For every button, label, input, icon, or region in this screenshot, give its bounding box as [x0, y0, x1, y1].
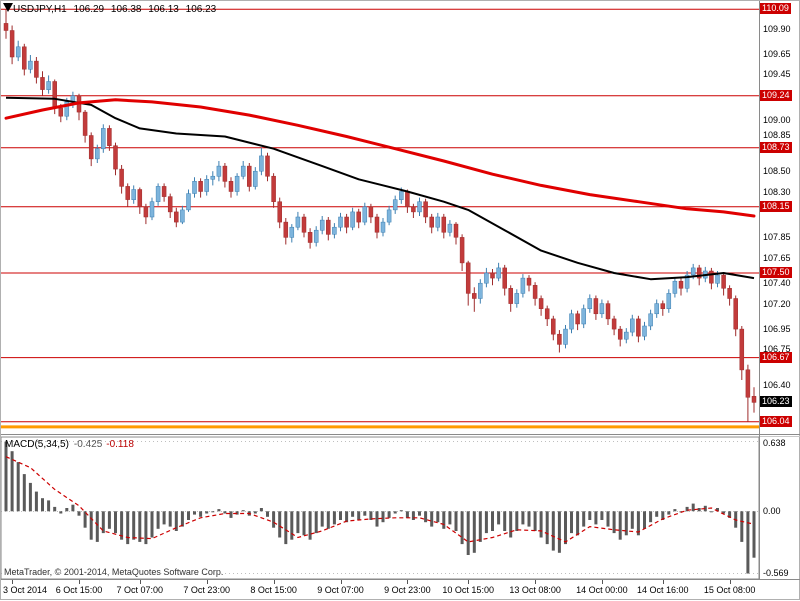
time-axis-label: 6 Oct 15:00: [55, 585, 103, 595]
symbol-timeframe-label: USDJPY,H1: [13, 4, 67, 15]
macd-tick-label: -0.569: [763, 568, 789, 578]
macd-signal-value: -0.118: [106, 439, 134, 450]
time-axis-label: 15 Oct 08:00: [703, 585, 756, 595]
time-axis-tick: [139, 580, 141, 584]
ohlc-open: 106.29: [73, 4, 105, 15]
time-axis-tick: [535, 580, 537, 584]
time-axis-label: 13 Oct 08:00: [509, 585, 561, 595]
macd-indicator-title: MACD(5,34,5) -0.425 -0.118: [5, 439, 134, 450]
macd-indicator-pane[interactable]: [1, 437, 759, 579]
time-axis-label: 3 Oct 2014: [3, 585, 48, 595]
last-price-badge: 106.23: [760, 396, 792, 408]
macd-main-value: -0.425: [73, 439, 103, 450]
time-axis-tick: [729, 580, 731, 584]
macd-label: MACD(5,34,5): [5, 439, 69, 450]
time-axis-label: 7 Oct 07:00: [116, 585, 164, 595]
time-axis-label: 14 Oct 16:00: [637, 585, 689, 595]
price-tick-label: 108.30: [763, 186, 791, 197]
price-level-badge: 108.15: [760, 200, 792, 212]
time-axis-label: 7 Oct 23:00: [183, 585, 230, 595]
time-axis-label: 10 Oct 15:00: [442, 585, 494, 595]
price-level-badge: 106.04: [760, 415, 792, 427]
price-tick-label: 107.20: [763, 298, 791, 309]
price-axis[interactable]: 109.90 109.65 109.45 109.00 108.85 108.50 108.…: [759, 1, 800, 579]
ohlc-close: 106.23: [185, 4, 217, 15]
copyright-notice: MetaTrader, © 2001-2014, MetaQuotes Soft…: [4, 567, 224, 577]
price-tick-label: 107.65: [763, 252, 791, 263]
pane-separator[interactable]: [1, 434, 800, 435]
ohlc-high: 106.38: [110, 4, 142, 15]
macd-tick-label: 0.638: [763, 438, 786, 448]
time-axis-tick: [79, 580, 80, 584]
price-chart-pane[interactable]: [1, 1, 759, 433]
time-axis-separator: [1, 579, 800, 580]
price-tick-label: 106.40: [763, 380, 791, 391]
chart-shift-marker-icon: [3, 3, 13, 12]
time-axis-tick: [340, 580, 342, 584]
time-axis-label: 14 Oct 00:00: [576, 585, 628, 595]
price-tick-label: 106.95: [763, 324, 791, 335]
macd-canvas[interactable]: [1, 437, 759, 579]
price-tick-label: 108.85: [763, 130, 791, 141]
price-tick-label: 109.00: [763, 115, 791, 126]
price-level-badge: 109.24: [760, 89, 792, 101]
time-axis[interactable]: 3 Oct 2014 6 Oct 15:00 7 Oct 07:00 7 Oct 23…: [1, 580, 800, 601]
price-tick-label: 107.40: [763, 278, 791, 289]
chart-title: USDJPY,H1 106.29 106.38 106.13 106.23: [13, 4, 220, 15]
macd-tick-label: 0.00: [763, 506, 781, 517]
time-axis-label: 9 Oct 23:00: [384, 585, 431, 595]
price-level-badge: 107.50: [760, 267, 792, 279]
price-tick-label: 109.45: [763, 69, 791, 80]
price-tick-label: 109.65: [763, 48, 791, 59]
time-axis-tick: [601, 580, 603, 584]
time-axis-tick: [12, 580, 14, 584]
price-level-badge: 106.67: [760, 351, 792, 363]
price-tick-label: 109.90: [763, 23, 791, 34]
time-axis-tick: [206, 580, 208, 584]
time-axis-tick: [273, 580, 275, 584]
price-level-badge: 108.73: [760, 141, 792, 153]
price-level-badge: 110.09: [760, 3, 791, 15]
time-axis-label: 8 Oct 15:00: [250, 585, 297, 595]
time-axis-tick: [407, 580, 409, 584]
time-axis-label: 9 Oct 07:00: [317, 585, 364, 595]
time-axis-tick: [468, 580, 470, 584]
price-chart-canvas[interactable]: [1, 1, 759, 433]
price-tick-label: 106.75: [763, 344, 791, 355]
ohlc-low: 106.13: [148, 4, 179, 15]
price-tick-label: 108.50: [763, 166, 791, 177]
price-tick-label: 107.85: [763, 232, 791, 243]
time-axis-tick: [662, 580, 664, 584]
